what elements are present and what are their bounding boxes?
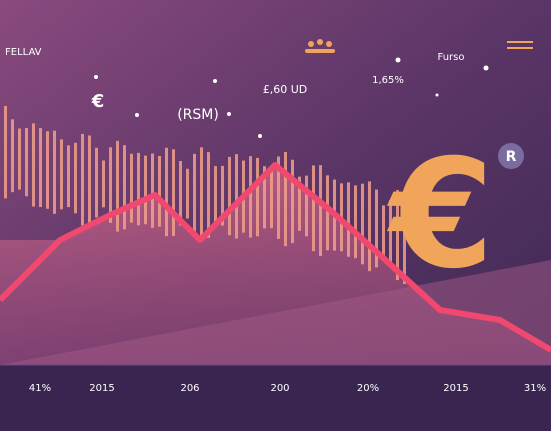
deco-bar (74, 142, 77, 214)
axis-label: 2015 (443, 383, 468, 394)
deco-bar (32, 123, 35, 207)
axis-label: 31% (524, 383, 546, 394)
deco-bar (18, 128, 21, 190)
deco-bar (291, 159, 294, 244)
tag: (RSM) (177, 107, 219, 123)
deco-bar (158, 155, 161, 227)
big-euro: € (387, 128, 494, 302)
deco-bar (193, 153, 196, 235)
deco-bar (25, 127, 28, 197)
brand: FELLAV (5, 47, 42, 58)
deco-bar (200, 147, 203, 242)
deco-bar (179, 161, 182, 226)
deco-bar (284, 151, 287, 247)
deco-bar (11, 119, 14, 193)
deco-bar (368, 181, 371, 272)
deco-bar (67, 145, 70, 208)
deco-bar (165, 147, 168, 237)
deco-bar (144, 155, 147, 225)
symbol: € (91, 91, 105, 112)
deco-bar (221, 165, 224, 226)
deco-bar (172, 149, 175, 236)
deco-bar (109, 147, 112, 223)
deco-bar (326, 175, 329, 251)
axis-strip (0, 365, 551, 431)
deco-bar (305, 175, 308, 237)
deco-bar (354, 185, 357, 259)
menu-icon (507, 41, 533, 49)
deco-bar (235, 154, 238, 239)
deco-bar (207, 152, 210, 238)
deco-bar (396, 190, 399, 281)
deco-bar (60, 139, 63, 210)
deco-bar (88, 135, 91, 227)
deco-bar (186, 168, 189, 219)
deco-bar (270, 166, 273, 229)
deco-bar (249, 156, 252, 238)
deco-bar (263, 166, 266, 229)
deco-bar (53, 130, 56, 214)
trend-line (0, 162, 551, 353)
deco-bar (95, 147, 98, 218)
deco-bar (46, 131, 49, 209)
deco-bar (375, 189, 378, 268)
deco-bar (277, 156, 280, 239)
deco-bar (214, 166, 217, 225)
deco-bar (116, 140, 119, 232)
deco-bar (151, 153, 154, 228)
deco-bar (228, 156, 231, 236)
deco-bar (123, 145, 126, 230)
deco-bar (389, 199, 392, 266)
deco-bar (102, 160, 105, 208)
deco-bar (347, 182, 350, 257)
note: Furso (438, 52, 465, 63)
badge: R (506, 149, 517, 165)
axis-labels: 41% 2015 206 200 20% 2015 31% (29, 383, 546, 394)
deco-bar (130, 153, 133, 223)
axis-label: 41% (29, 383, 51, 394)
deco-bar (319, 165, 322, 256)
people-icon (305, 39, 335, 53)
deco-bar (81, 133, 84, 226)
deco-bar (137, 152, 140, 226)
price: £,60 UD (263, 83, 308, 96)
deco-bar (403, 190, 406, 284)
axis-label: 200 (270, 383, 289, 394)
deco-bar (382, 205, 385, 256)
deco-bar (361, 183, 364, 265)
axis-label: 20% (357, 383, 379, 394)
axis-label: 2015 (89, 383, 114, 394)
sparkles (94, 57, 489, 138)
rate: 1,65% (372, 75, 404, 86)
axis-label: 206 (180, 383, 199, 394)
deco-bar (256, 157, 259, 237)
deco-bar (39, 128, 42, 208)
deco-bar (312, 165, 315, 252)
deco-bar (4, 105, 7, 199)
badge-circle (498, 143, 524, 169)
deco-bar (298, 176, 301, 231)
